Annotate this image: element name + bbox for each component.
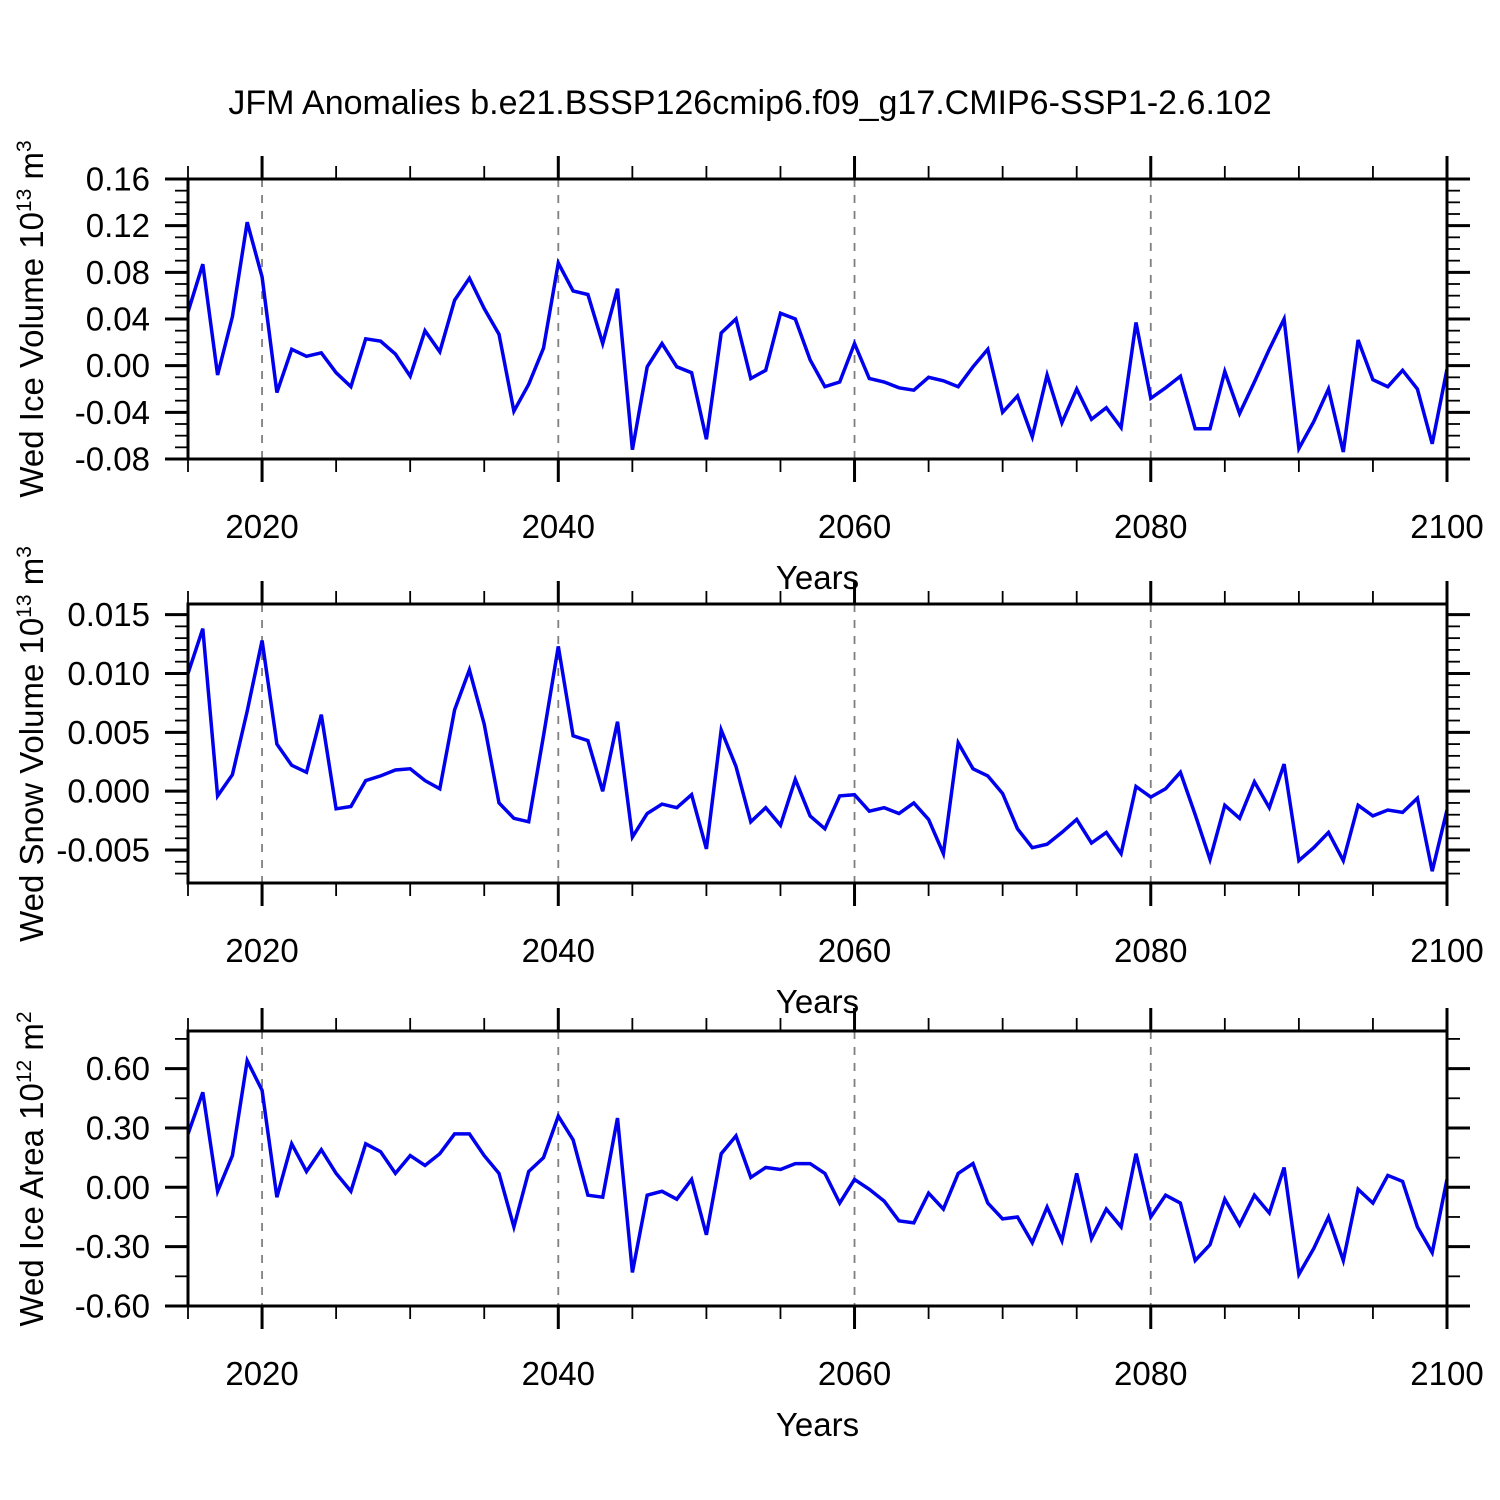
x-axis-title: Years [776,983,859,1020]
y-tick-label--0.005: -0.005 [56,832,150,869]
y-axis-title-ice-volume: Wed Ice Volume 1013 m3 [13,140,50,498]
chart-title: JFM Anomalies b.e21.BSSP126cmip6.f09_g17… [228,84,1272,122]
x-tick-label-2080: 2080 [1114,1355,1187,1392]
y-tick-label--0.08: -0.08 [75,441,150,478]
y-tick-label-0.010: 0.010 [67,655,150,692]
y-tick-label--0.04: -0.04 [75,394,150,431]
x-tick-label-2020: 2020 [225,1355,298,1392]
axis-ticks [165,156,1470,482]
y-tick-label-0.015: 0.015 [67,596,150,633]
y-tick-label-0.00: 0.00 [86,1169,150,1206]
x-tick-label-2100: 2100 [1410,508,1483,545]
y-tick-label-0.005: 0.005 [67,714,150,751]
x-tick-label-2020: 2020 [225,932,298,969]
x-tick-label-2040: 2040 [522,508,595,545]
x-tick-label-2080: 2080 [1114,932,1187,969]
axis-ticks [165,1008,1470,1329]
y-tick-label-0.16: 0.16 [86,161,150,198]
y-tick-label-0.60: 0.60 [86,1050,150,1087]
gridlines [261,1031,1152,1306]
x-axis-title: Years [776,559,859,596]
x-tick-label-2060: 2060 [818,1355,891,1392]
x-tick-label-2100: 2100 [1410,932,1483,969]
wed-ice-area-line [186,1055,1449,1280]
y-tick-label--0.60: -0.60 [75,1288,150,1325]
y-tick-label-0.04: 0.04 [86,301,150,338]
x-tick-label-2020: 2020 [225,508,298,545]
y-tick-label-0.00: 0.00 [86,347,150,384]
y-tick-label-0.08: 0.08 [86,254,150,291]
y-tick-label-0.000: 0.000 [67,773,150,810]
y-tick-label-0.30: 0.30 [86,1109,150,1146]
y-tick-label--0.30: -0.30 [75,1228,150,1265]
x-tick-label-2080: 2080 [1114,508,1187,545]
x-tick-label-2040: 2040 [522,1355,595,1392]
wed-snow-volume-line [186,628,1449,872]
wed-ice-volume-line [186,221,1449,455]
x-tick-label-2060: 2060 [818,932,891,969]
y-axis-title-snow-volume: Wed Snow Volume 1013 m3 [13,545,50,942]
y-tick-label-0.12: 0.12 [86,207,150,244]
x-tick-label-2100: 2100 [1410,1355,1483,1392]
y-axis-title-ice-area: Wed Ice Area 1012 m2 [13,1010,50,1327]
x-tick-label-2040: 2040 [522,932,595,969]
axis-ticks [165,581,1470,906]
x-axis-title: Years [776,1406,859,1443]
x-tick-label-2060: 2060 [818,508,891,545]
plot-frame [186,1029,1449,1308]
